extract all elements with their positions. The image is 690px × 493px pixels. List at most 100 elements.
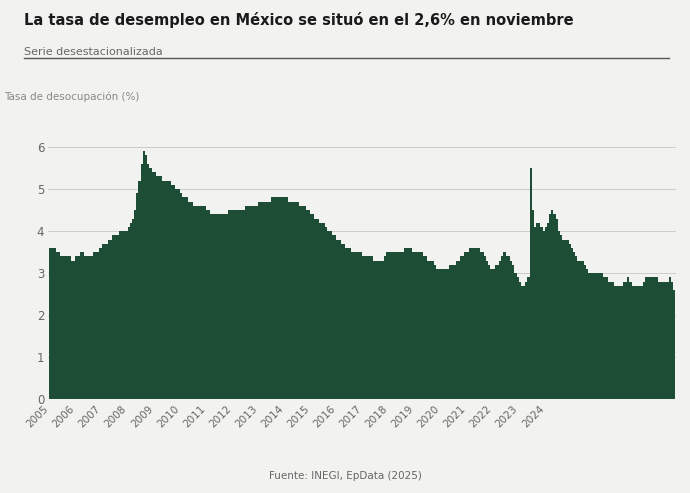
Bar [542,231,544,399]
Bar [221,214,223,399]
Bar [417,252,419,399]
Bar [232,210,234,399]
Text: Fuente: INEGI, EpData (2025): Fuente: INEGI, EpData (2025) [268,471,422,481]
Bar [154,172,156,399]
Bar [460,256,462,399]
Bar [391,252,393,399]
Bar [662,282,664,399]
Bar [480,252,482,399]
Bar [406,248,408,399]
Bar [656,278,658,399]
Bar [230,210,232,399]
Bar [532,210,534,399]
Bar [595,273,597,399]
Bar [226,214,228,399]
Bar [469,248,471,399]
Bar [219,214,221,399]
Bar [373,261,375,399]
Bar [523,286,525,399]
Bar [434,265,436,399]
Bar [162,180,164,399]
Bar [667,282,669,399]
Bar [338,240,341,399]
Bar [536,223,538,399]
Bar [625,282,627,399]
Bar [534,227,536,399]
Bar [62,256,65,399]
Text: La tasa de desempleo en México se situó en el 2,6% en noviembre: La tasa de desempleo en México se situó … [24,12,574,28]
Bar [547,223,549,399]
Bar [631,286,634,399]
Bar [623,282,625,399]
Bar [493,269,495,399]
Bar [228,210,230,399]
Bar [430,261,432,399]
Bar [566,240,569,399]
Bar [139,180,141,399]
Bar [382,261,384,399]
Bar [334,235,336,399]
Bar [315,218,317,399]
Bar [471,248,473,399]
Bar [321,223,323,399]
Bar [400,252,402,399]
Bar [458,261,460,399]
Bar [419,252,421,399]
Bar [636,286,638,399]
Bar [104,244,106,399]
Bar [578,261,580,399]
Bar [158,176,160,399]
Bar [364,256,366,399]
Bar [464,252,466,399]
Bar [651,278,653,399]
Bar [573,252,575,399]
Bar [423,256,425,399]
Bar [438,269,440,399]
Bar [562,240,564,399]
Bar [549,214,551,399]
Bar [284,198,286,399]
Bar [371,256,373,399]
Bar [402,252,404,399]
Bar [486,261,489,399]
Bar [642,282,644,399]
Bar [52,248,54,399]
Bar [384,256,386,399]
Bar [302,206,304,399]
Bar [593,273,595,399]
Bar [538,223,540,399]
Bar [584,265,586,399]
Bar [508,256,510,399]
Bar [408,248,410,399]
Bar [502,256,504,399]
Bar [275,198,277,399]
Bar [262,202,264,399]
Bar [436,269,438,399]
Bar [447,269,449,399]
Bar [108,240,110,399]
Bar [604,278,606,399]
Bar [415,252,417,399]
Bar [210,214,213,399]
Bar [571,248,573,399]
Bar [649,278,651,399]
Bar [601,273,604,399]
Bar [366,256,368,399]
Bar [82,252,84,399]
Bar [386,252,388,399]
Bar [558,231,560,399]
Bar [193,206,195,399]
Bar [351,252,353,399]
Bar [393,252,395,399]
Bar [149,168,152,399]
Bar [156,176,158,399]
Bar [243,210,245,399]
Bar [234,210,236,399]
Bar [482,252,484,399]
Bar [671,282,673,399]
Bar [353,252,356,399]
Bar [78,256,80,399]
Bar [495,265,497,399]
Bar [647,278,649,399]
Bar [343,244,345,399]
